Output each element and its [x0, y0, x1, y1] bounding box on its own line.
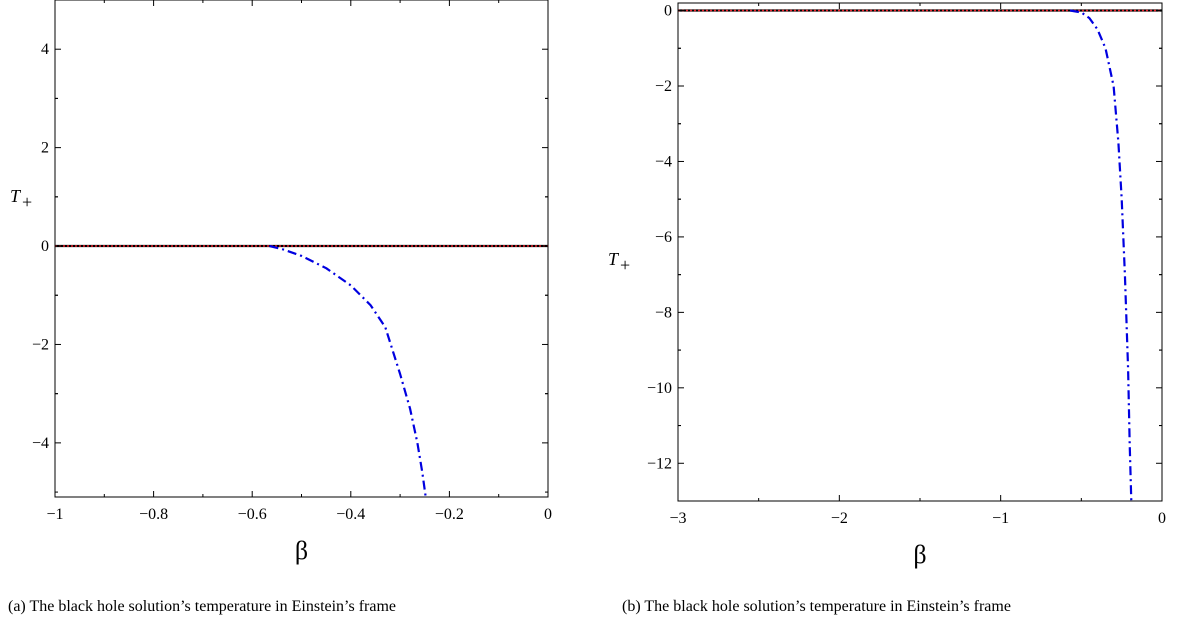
- plot-frame: [677, 2, 1163, 502]
- x-tick-label: −0.8: [139, 506, 168, 523]
- x-axis-label: β: [913, 540, 926, 569]
- series-line-2: [269, 244, 427, 498]
- x-tick-label: −0.6: [238, 506, 267, 523]
- y-tick-label: −8: [655, 304, 672, 321]
- y-tick-label: −12: [647, 455, 672, 472]
- x-axis-label: β: [295, 536, 308, 565]
- y-tick-label: −2: [32, 336, 49, 353]
- x-tick-label: 0: [544, 506, 552, 523]
- y-tick-label: −4: [32, 435, 49, 452]
- x-tick-label: −1: [992, 510, 1009, 527]
- y-tick-label: −6: [655, 229, 672, 246]
- y-axis-label: T +: [10, 186, 32, 212]
- caption-a: (a) The black hole solution’s temperatur…: [8, 598, 397, 615]
- y-tick-label: −10: [647, 380, 672, 397]
- y-tick-label: 2: [41, 140, 49, 157]
- plot-frame: [54, 0, 549, 498]
- x-tick-label: 0: [1158, 510, 1166, 527]
- y-tick-label: 0: [41, 238, 49, 255]
- series-line-2: [1069, 9, 1133, 502]
- caption-b: (b) The black hole solution’s temperatur…: [622, 598, 1011, 615]
- y-axis-label-main: T: [10, 186, 22, 206]
- x-tick-label: −3: [669, 510, 686, 527]
- y-axis-label: T +: [608, 249, 630, 275]
- x-tick-label: −0.4: [336, 506, 365, 523]
- y-tick-label: 4: [41, 41, 49, 58]
- chart-a: −1 −0.8 −0.6 −0.4 −0.2 0 4 2 0 −2 −4 β T +: [10, 0, 552, 565]
- y-axis-label-subscript: +: [22, 192, 32, 212]
- x-tick-label: −2: [831, 510, 848, 527]
- x-tick-label: −0.2: [435, 506, 464, 523]
- y-tick-label: −4: [655, 153, 672, 170]
- y-tick-label: 0: [664, 3, 672, 20]
- y-tick-label: −2: [655, 78, 672, 95]
- y-axis-label-subscript: +: [620, 255, 630, 275]
- y-axis-label-main: T: [608, 249, 620, 269]
- chart-panel-b: −3 −2 −1 0 0 −2 −4 −6 −8 −10 −12 β T +: [591, 0, 1182, 584]
- chart-panel-a: −1 −0.8 −0.6 −0.4 −0.2 0 4 2 0 −2 −4 β T +: [0, 0, 591, 584]
- x-tick-label: −1: [46, 506, 63, 523]
